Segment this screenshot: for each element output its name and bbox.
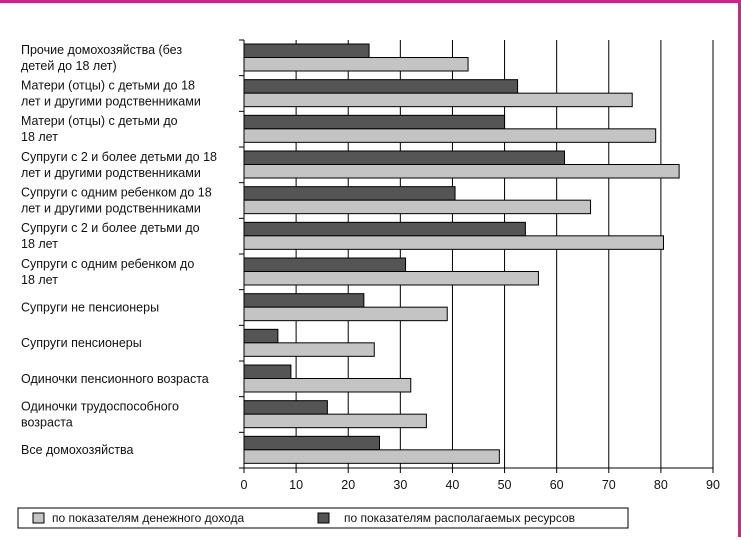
x-tick-label: 50 <box>498 478 512 492</box>
bar-resources <box>244 294 364 308</box>
bar-resources <box>244 401 327 415</box>
bar-resources <box>244 436 379 450</box>
legend-label: по показателям располагаемых ресурсов <box>344 511 575 525</box>
category-label: Супруги не пенсионеры <box>21 301 159 315</box>
x-tick-labels: 0 10 20 30 40 50 60 70 80 90 <box>241 478 720 492</box>
category-label: Прочие домохозяйства (без детей до 18 лет… <box>21 43 182 73</box>
bar-income <box>244 200 591 214</box>
x-tick-label: 0 <box>241 478 248 492</box>
bar-income <box>244 58 468 72</box>
category-label: Супруги с 2 и более детьми до 18 лет <box>21 221 200 251</box>
category-label: Супруги с одним ребенком до 18 лет и друг… <box>21 186 212 216</box>
bar-resources <box>244 151 564 165</box>
category-label: Супруги с 2 и более детьми до 18 лет и др… <box>21 150 217 180</box>
bar-income <box>244 379 411 393</box>
bar-resources <box>244 115 505 129</box>
x-tick-label: 70 <box>602 478 616 492</box>
x-tick-label: 10 <box>289 478 303 492</box>
x-tick-label: 80 <box>654 478 668 492</box>
bar-resources <box>244 80 518 94</box>
category-label: Супруги пенсионеры <box>21 336 142 350</box>
category-label: Супруги с одним ребенком до 18 лет <box>21 257 194 287</box>
legend: по показателям денежного дохода по показа… <box>18 508 628 528</box>
category-label: Одиночки пенсионного возраста <box>21 372 209 386</box>
bar-resources <box>244 44 369 58</box>
bar-resources <box>244 222 525 236</box>
bar-resources <box>244 329 278 343</box>
bar-resources <box>244 365 291 379</box>
bar-income <box>244 307 447 321</box>
category-label: Все домохозяйства <box>21 443 134 457</box>
bars <box>244 44 679 463</box>
x-tick-label: 20 <box>341 478 355 492</box>
legend-label: по показателям денежного дохода <box>52 511 244 525</box>
bar-income <box>244 450 499 464</box>
category-label: Матери (отцы) с детьми до 18 лет и другим… <box>21 79 201 109</box>
bar-income <box>244 343 374 357</box>
bar-income <box>244 165 679 179</box>
bar-resources <box>244 187 455 201</box>
bar-income <box>244 414 426 428</box>
x-tick-label: 60 <box>550 478 564 492</box>
bar-income <box>244 236 663 250</box>
bar-resources <box>244 258 406 272</box>
category-label: Одиночки трудоспособного возраста <box>21 400 179 430</box>
x-tick-label: 40 <box>445 478 459 492</box>
category-label: Матери (отцы) с детьми до 18 лет <box>21 114 178 144</box>
bar-income <box>244 93 632 107</box>
legend-swatch <box>318 513 329 523</box>
x-tick-label: 30 <box>393 478 407 492</box>
category-labels: Прочие домохозяйства (без детей до 18 лет… <box>21 43 217 457</box>
bar-income <box>244 272 538 286</box>
bar-income <box>244 129 656 143</box>
legend-swatch <box>33 513 44 523</box>
x-tick-label: 90 <box>706 478 720 492</box>
bar-chart: Прочие домохозяйства (без детей до 18 лет… <box>0 3 741 540</box>
